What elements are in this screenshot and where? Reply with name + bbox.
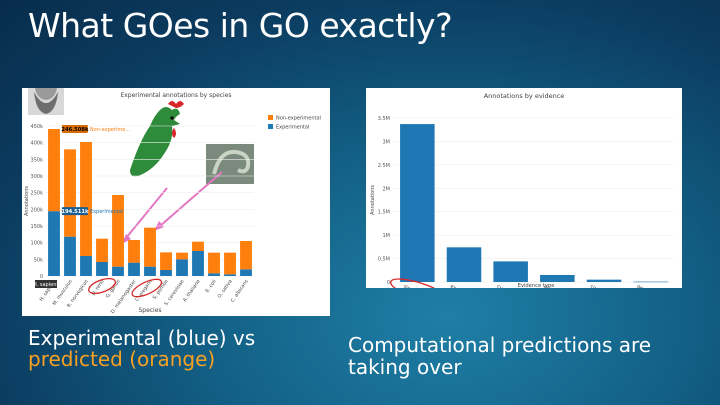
bar-non-experimental [240, 241, 252, 270]
y-tick-label: 0.5M [378, 257, 390, 263]
bar-non-experimental [128, 240, 140, 263]
bar-experimental [96, 262, 108, 276]
bar-experimental [144, 266, 156, 276]
tooltip-top-label: Non-experime... [90, 127, 131, 133]
bar-non-experimental [80, 142, 92, 256]
bar-experimental [176, 259, 188, 276]
bar-non-experimental [176, 252, 188, 260]
bust-beard [34, 92, 58, 114]
chart-title: Experimental annotations by species [120, 92, 231, 99]
left-caption-line1: Experimental (blue) vs [28, 326, 256, 350]
highlight-circle-d-rerio [88, 277, 116, 295]
bar-experimental [64, 236, 76, 276]
y-tick-label: 50k [34, 257, 43, 263]
worm-arrow [154, 171, 223, 231]
bar-experimental [160, 270, 172, 276]
x-tick-label: experimental evidence [449, 284, 502, 288]
tooltip-category: H. sapiens [33, 282, 59, 288]
highlight-circle-similarity [390, 278, 449, 288]
y-tick-label: 1.5M [378, 210, 390, 216]
bar-non-experimental [96, 238, 108, 262]
bar-experimental [48, 211, 60, 276]
legend-swatch [268, 115, 273, 120]
x-axis-label: Species [138, 307, 161, 314]
bar-non-experimental [48, 128, 60, 212]
legend-item: Non-experimental [276, 116, 321, 122]
tooltip-bottom-value: 194.511k [61, 209, 89, 215]
y-axis-label: Annotations [24, 186, 30, 216]
rooster-arrow [122, 187, 168, 244]
x-tick-label: G. gallus [105, 278, 122, 299]
bar-non-experimental [112, 195, 124, 267]
tooltip-bottom-box [61, 207, 88, 216]
right-caption: Computational predictions are taking ove… [348, 334, 708, 378]
tooltip-category-box [35, 280, 57, 288]
x-tick-label: combinatorial evidence [589, 284, 643, 288]
x-axis-label: Evidence type [518, 283, 555, 288]
right-caption-line1: Computational predictions are [348, 333, 652, 357]
y-tick-label: 2M [383, 186, 391, 192]
slide-title: What GOes in GO exactly? [28, 6, 453, 45]
bar-non-experimental [64, 149, 76, 237]
species-bar-chart: Experimental annotations by species 0 50k 1… [24, 88, 321, 315]
legend-item: Experimental [276, 125, 309, 131]
right-caption-line2: taking over [348, 355, 462, 379]
y-tick-label: 100k [31, 241, 44, 247]
rooster-icon [130, 101, 184, 177]
y-tick-label: 1M [383, 233, 391, 239]
left-caption: Experimental (blue) vs predicted (orange… [28, 328, 255, 370]
x-tick-label: E. coli [205, 279, 218, 294]
x-tick-label: O. sativa [217, 279, 234, 300]
y-axis-label: Annotations [370, 185, 376, 215]
bar-non-experimental [160, 252, 172, 270]
bar-experimental [224, 274, 236, 276]
chart-title: Annotations by evidence [484, 92, 565, 100]
bar [586, 279, 622, 282]
bar-non-experimental [192, 241, 204, 251]
y-tick-label: 450k [31, 124, 44, 130]
x-tick-label: genomic context evidence [636, 284, 682, 288]
bar-experimental [112, 266, 124, 276]
bar-non-experimental [208, 252, 220, 274]
bar [540, 274, 575, 282]
x-tick-label: S. pombe [152, 279, 170, 301]
legend-swatch [268, 124, 273, 129]
bar [493, 261, 528, 282]
y-tick-label: 250k [31, 191, 44, 197]
bar [633, 281, 668, 283]
bar-non-experimental [224, 252, 236, 275]
philosopher-bust-icon [28, 88, 64, 115]
tooltip-top-box [61, 124, 88, 133]
bar-experimental [208, 273, 220, 276]
bar-experimental [128, 262, 140, 276]
evidence-bar-chart: Annotations by evidence 0 0.5M 1M 1.5M 2M 2.5M… [370, 92, 682, 288]
highlight-circle-c-elegans [131, 278, 163, 298]
tooltip-top-value: 246.508k [61, 127, 89, 133]
left-caption-line2: predicted (orange) [28, 347, 216, 371]
y-tick-label: 350k [31, 157, 44, 163]
y-tick-label: 0 [387, 280, 390, 286]
worm-icon [206, 144, 254, 184]
bust-head [35, 88, 57, 100]
y-tick-label: 3M [383, 139, 391, 145]
bar-experimental [80, 256, 92, 276]
y-tick-label: 400k [31, 141, 44, 147]
y-tick-label: 150k [31, 224, 44, 230]
bar-experimental [240, 269, 252, 276]
species-chart-panel: Experimental annotations by species 0 50k 1… [22, 88, 330, 316]
bar [400, 124, 435, 282]
y-tick-label: 200k [31, 207, 44, 213]
evidence-chart-panel: Annotations by evidence 0 0.5M 1M 1.5M 2M 2.5M… [366, 88, 682, 288]
y-tick-label: 300k [31, 174, 44, 180]
y-tick-label: 3.5M [378, 116, 390, 122]
y-tick-label: 0 [40, 274, 43, 280]
bar [446, 247, 482, 282]
bar-experimental [192, 251, 204, 276]
bar-non-experimental [144, 227, 156, 267]
y-tick-label: 2.5M [378, 163, 390, 169]
tooltip-bottom-label: Experimental [90, 209, 123, 215]
